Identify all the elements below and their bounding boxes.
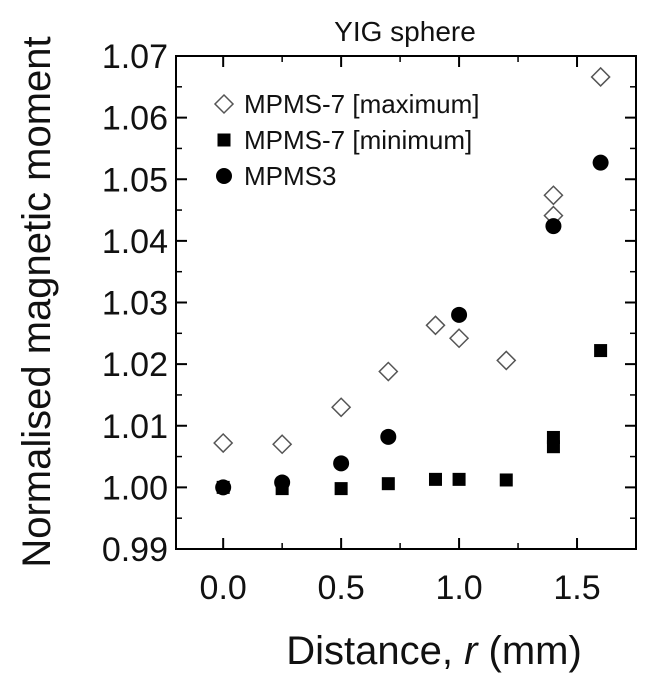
data-point [499,473,513,487]
legend-label: MPMS-7 [maximum] [244,89,479,119]
axis-ticks [176,55,636,550]
data-point [590,66,611,88]
data-point [496,350,517,371]
legend: MPMS-7 [maximum] MPMS-7 [minimum] MPMS3 [213,89,479,191]
series-3 [215,154,609,496]
data-point [215,479,232,496]
y-tick-label: 1.05 [102,161,168,199]
data-point [428,472,442,486]
data-point [331,397,352,418]
data-point [592,154,609,171]
data-point [213,432,234,454]
legend-label: MPMS-7 [minimum] [244,125,472,155]
y-tick-label: 0.99 [102,531,168,569]
chart-title: YIG sphere [334,16,476,47]
data-point [274,474,291,491]
data-point [546,430,560,444]
y-tick-label: 1.04 [102,223,168,261]
legend-label: MPMS3 [244,161,336,191]
data-point [380,428,397,445]
x-tick-label: 0.5 [317,569,364,607]
y-tick-label: 1.07 [102,38,168,76]
data-markers [213,66,611,496]
x-tick-label: 1.0 [435,569,482,607]
data-point [543,185,564,206]
data-point [425,315,446,336]
series-2 [216,344,608,496]
data-point [545,218,562,235]
y-tick-label: 1.01 [102,408,168,446]
data-point [272,434,293,455]
data-point [451,306,468,323]
x-tick-label: 0.0 [200,569,247,607]
legend-marker [213,93,235,115]
y-tick-label: 1.06 [102,100,168,138]
data-point [333,455,350,472]
y-tick-label: 1.00 [102,469,168,507]
x-axis-label-prefix: Distance, [286,629,464,673]
legend-marker [217,133,231,147]
data-point [594,344,608,358]
data-point [334,482,348,496]
y-tick-label: 1.03 [102,285,168,323]
data-point [378,361,399,382]
data-point [381,477,395,491]
x-axis-label-variable: r [464,629,479,673]
x-axis-label: Distance, r (mm) [286,629,582,673]
tick-labels: 0.99 1.00 1.01 1.02 1.03 1.04 1.05 1.06 1.07 0.0 0… [102,38,601,607]
x-axis-label-suffix: (mm) [477,629,581,673]
y-tick-label: 1.02 [102,346,168,384]
data-point [452,472,466,486]
data-point [449,328,470,349]
legend-marker [216,168,232,184]
y-axis-label: Normalised magnetic moment [15,36,59,567]
x-tick-label: 1.5 [553,569,600,607]
